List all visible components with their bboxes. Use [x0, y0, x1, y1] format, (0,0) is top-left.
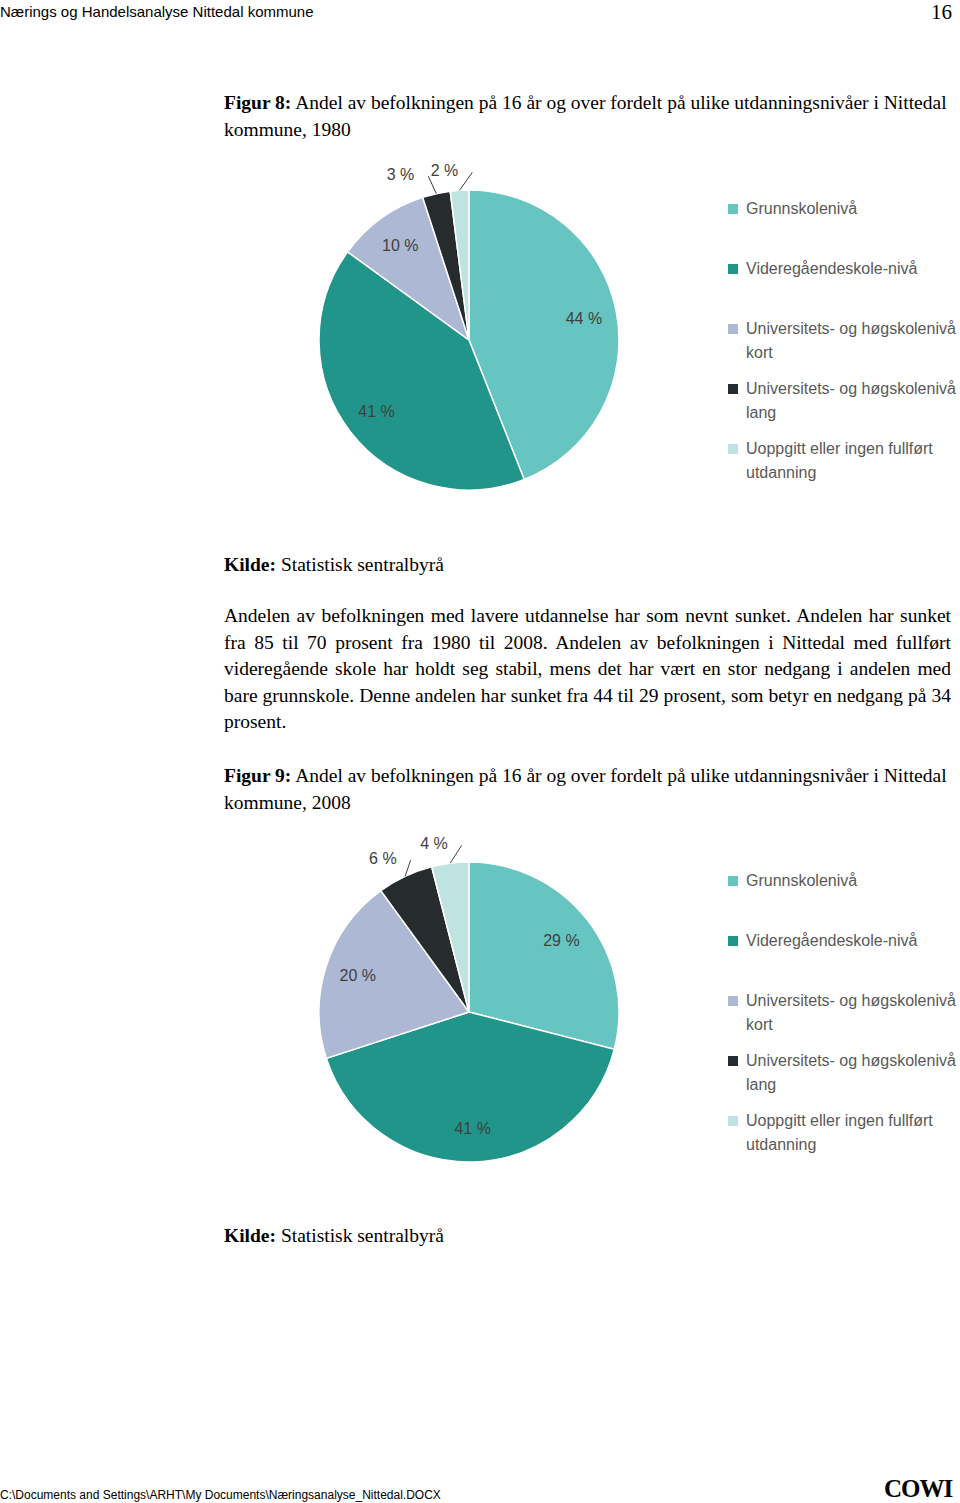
legend-label: Uoppgitt eller ingen fullført utdanning: [746, 437, 958, 485]
legend-entry: Uoppgitt eller ingen fullført utdanning: [728, 437, 958, 497]
legend: Grunnskolenivå Videregåendeskole-nivå Univ…: [728, 197, 958, 497]
pie-slice: [469, 862, 619, 1049]
source: Kilde: Statistisk sentralbyrå: [224, 551, 954, 578]
legend-entry: Grunnskolenivå: [728, 869, 958, 929]
data-label: 2 %: [431, 162, 459, 179]
source-rest: Statistisk sentralbyrå: [276, 554, 444, 575]
legend-swatch: [728, 264, 738, 274]
legend-swatch: [728, 996, 738, 1006]
legend-swatch: [728, 384, 738, 394]
pie-slice: [450, 190, 469, 340]
pie-slice: [319, 891, 469, 1059]
data-label: 6 %: [369, 850, 397, 867]
pie: 29 % 41 % 20 % 6 % 4 %: [319, 835, 619, 1162]
legend-label: Grunnskolenivå: [746, 197, 958, 221]
header-title: Nærings og Handelsanalyse Nittedal kommu…: [0, 3, 314, 20]
pie-slice: [381, 867, 469, 1012]
legend-entry: Videregåendeskole-nivå: [728, 257, 958, 317]
legend-entry: Universitets- og høgskolenivå lang: [728, 377, 958, 437]
legend-swatch: [728, 324, 738, 334]
leader-line: [405, 860, 410, 876]
data-label: 4 %: [420, 835, 448, 852]
legend-label: Videregåendeskole-nivå: [746, 929, 958, 953]
legend-swatch: [728, 936, 738, 946]
leader-line: [460, 172, 473, 190]
legend-swatch: [728, 444, 738, 454]
pie: 44 % 41 % 10 % 3 % 2 %: [319, 162, 619, 490]
legend-label: Videregåendeskole-nivå: [746, 257, 958, 281]
legend-swatch: [728, 1056, 738, 1066]
source-prefix: Kilde:: [224, 554, 276, 575]
legend-swatch: [728, 1116, 738, 1126]
pie-slice: [432, 862, 469, 1012]
legend-swatch: [728, 204, 738, 214]
legend-label: Universitets- og høgskolenivå kort: [746, 989, 958, 1037]
data-label: 29 %: [543, 932, 579, 949]
pie-slice: [469, 190, 619, 479]
data-label: 41 %: [454, 1120, 490, 1137]
legend-entry: Universitets- og høgskolenivå kort: [728, 317, 958, 377]
legend-swatch: [728, 876, 738, 886]
leader-line: [450, 845, 461, 863]
paragraph: Andelen av befolkningen med lavere utdan…: [224, 603, 951, 736]
chart-title-rest: Andel av befolkningen på 16 år og over f…: [224, 92, 947, 140]
legend-label: Grunnskolenivå: [746, 869, 958, 893]
data-label: 3 %: [387, 166, 415, 183]
data-label: 44 %: [566, 310, 602, 327]
footer-path: C:\Documents and Settings\ARHT\My Docume…: [0, 1488, 441, 1502]
chart-title-prefix: Figur 8:: [224, 92, 291, 113]
chart-title: Figur 9: Andel av befolkningen på 16 år …: [224, 762, 954, 816]
pie-slice: [423, 191, 469, 340]
data-label: 10 %: [382, 237, 418, 254]
chart-title-prefix: Figur 9:: [224, 765, 291, 786]
data-label: 41 %: [358, 403, 394, 420]
legend-entry: Uoppgitt eller ingen fullført utdanning: [728, 1109, 958, 1169]
page-number: 16: [931, 0, 952, 25]
source-prefix: Kilde:: [224, 1225, 276, 1246]
pie-slice: [348, 197, 469, 340]
legend-label: Uoppgitt eller ingen fullført utdanning: [746, 1109, 958, 1157]
pie-slice: [319, 252, 524, 490]
legend-label: Universitets- og høgskolenivå lang: [746, 377, 958, 425]
leader-line: [428, 176, 436, 194]
chart-title: Figur 8: Andel av befolkningen på 16 år …: [224, 89, 954, 143]
pie-slice: [326, 1012, 614, 1162]
pie-chart: 44 % 41 % 10 % 3 % 2 %: [0, 0, 960, 1503]
legend-entry: Universitets- og høgskolenivå lang: [728, 1049, 958, 1109]
chart-title-rest: Andel av befolkningen på 16 år og over f…: [224, 765, 947, 813]
source-rest: Statistisk sentralbyrå: [276, 1225, 444, 1246]
source: Kilde: Statistisk sentralbyrå: [224, 1222, 954, 1249]
legend-entry: Universitets- og høgskolenivå kort: [728, 989, 958, 1049]
legend-label: Universitets- og høgskolenivå kort: [746, 317, 958, 365]
legend-label: Universitets- og høgskolenivå lang: [746, 1049, 958, 1097]
data-label: 20 %: [339, 967, 375, 984]
pie-chart: 29 % 41 % 20 % 6 % 4 %: [0, 0, 960, 1503]
footer-logo: COWI: [884, 1475, 952, 1503]
legend-entry: Videregåendeskole-nivå: [728, 929, 958, 989]
legend-entry: Grunnskolenivå: [728, 197, 958, 257]
legend: Grunnskolenivå Videregåendeskole-nivå Univ…: [728, 869, 958, 1169]
